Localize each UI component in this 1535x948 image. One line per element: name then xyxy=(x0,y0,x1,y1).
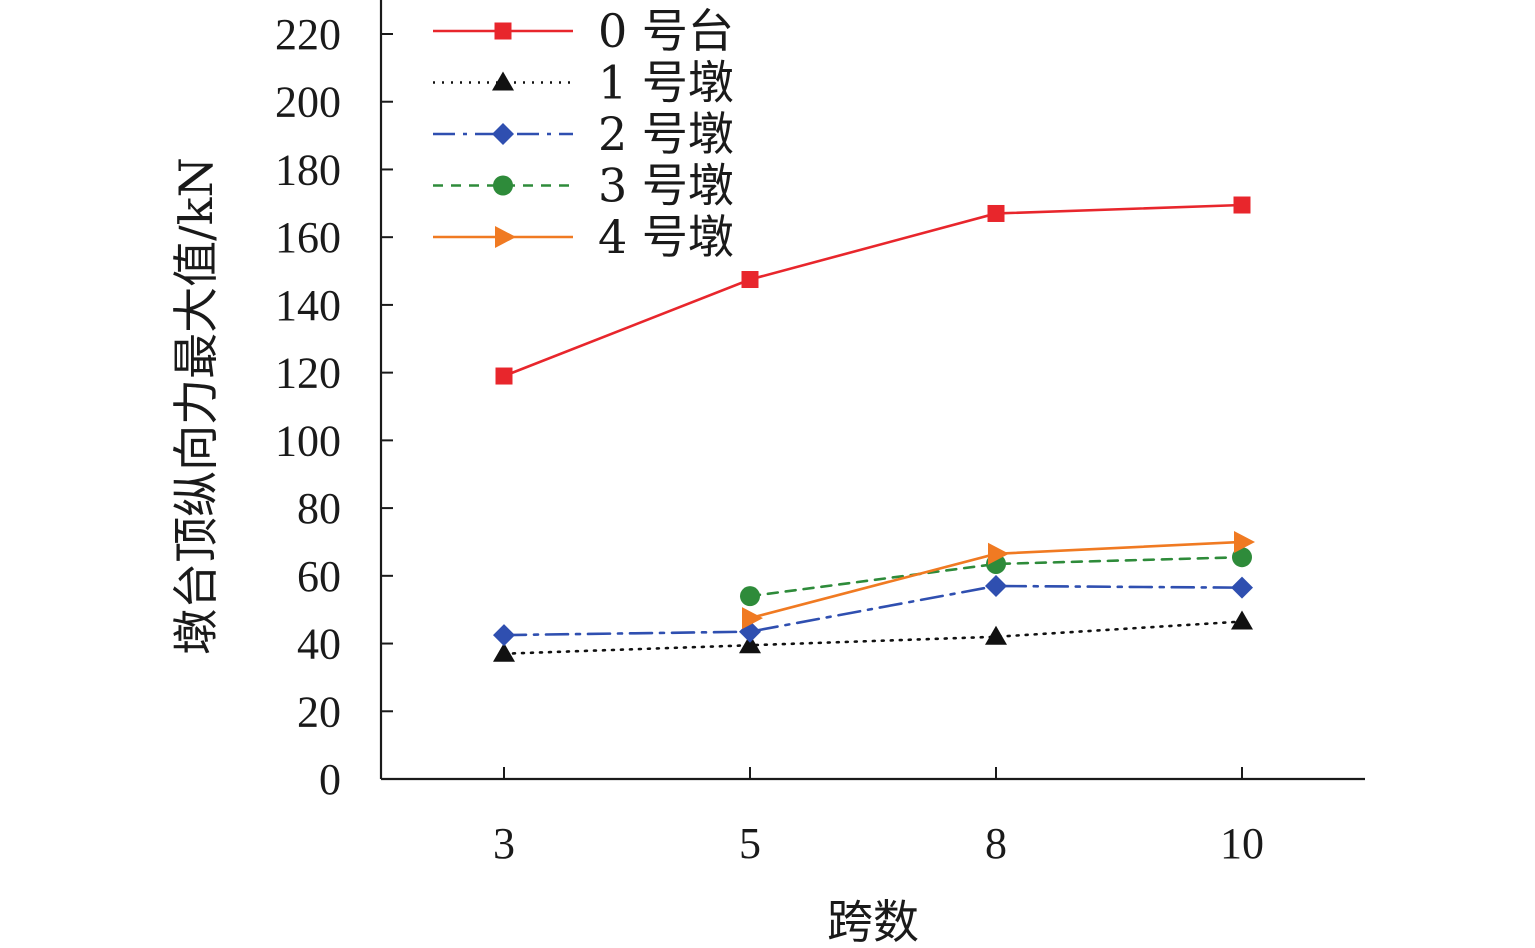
data-point xyxy=(493,624,515,647)
data-point xyxy=(987,204,1005,222)
series-layer xyxy=(493,196,1255,662)
legend-label: 2 号墩 xyxy=(598,107,734,161)
series-0 xyxy=(495,196,1251,385)
data-point xyxy=(493,175,513,196)
legend-item-3: 3 号墩 xyxy=(433,159,734,213)
series-4 xyxy=(742,530,1255,630)
y-tick-label: 140 xyxy=(275,281,341,330)
y-tick-label: 220 xyxy=(275,10,341,59)
y-tick-label: 180 xyxy=(275,145,341,194)
y-tick-label: 200 xyxy=(275,78,341,127)
legend-label: 4 号墩 xyxy=(598,210,734,264)
legend-item-4: 4 号墩 xyxy=(433,210,734,264)
data-point xyxy=(495,367,513,385)
y-tick-label: 0 xyxy=(319,755,341,804)
data-point xyxy=(492,123,514,145)
data-point xyxy=(494,22,512,40)
data-point xyxy=(740,586,760,607)
data-point xyxy=(1231,610,1253,630)
y-axis-title: 墩台顶纵向力最大值/kN xyxy=(169,157,223,655)
y-tick-label: 60 xyxy=(297,552,341,601)
data-point xyxy=(1231,576,1253,599)
series-1 xyxy=(493,610,1253,662)
data-point xyxy=(741,271,759,289)
legend: 0 号台1 号墩2 号墩3 号墩4 号墩 xyxy=(433,4,734,264)
data-point xyxy=(1234,530,1255,553)
x-tick-label: 10 xyxy=(1220,819,1264,868)
data-point xyxy=(1233,196,1251,214)
data-point xyxy=(742,607,763,630)
legend-item-2: 2 号墩 xyxy=(433,107,734,161)
legend-label: 3 号墩 xyxy=(598,159,734,213)
y-tick-label: 20 xyxy=(297,687,341,736)
y-tick-label: 100 xyxy=(275,416,341,465)
x-tick-label: 3 xyxy=(493,819,515,868)
data-point xyxy=(492,71,514,91)
legend-label: 1 号墩 xyxy=(598,56,734,110)
data-point xyxy=(985,625,1007,645)
y-tick-label: 40 xyxy=(297,620,341,669)
axes: 0 20 40 60 80 100 120 140 160 180 200 220 3 5 8 10 xyxy=(275,0,1365,868)
data-point xyxy=(739,634,761,654)
series-line xyxy=(502,203,1244,378)
data-point xyxy=(495,226,516,248)
legend-label: 0 号台 xyxy=(598,4,734,58)
legend-item-0: 0 号台 xyxy=(433,4,734,58)
data-point xyxy=(985,574,1007,597)
data-point xyxy=(1232,547,1252,568)
series-line xyxy=(502,584,1244,637)
data-point xyxy=(988,542,1009,565)
series-line xyxy=(748,555,1244,598)
data-point xyxy=(493,642,515,662)
legend-item-1: 1 号墩 xyxy=(433,56,734,110)
x-tick-label: 5 xyxy=(739,819,761,868)
series-line xyxy=(502,620,1244,656)
y-tick-label: 160 xyxy=(275,213,341,262)
y-tick-label: 80 xyxy=(297,484,341,533)
y-tick-label: 120 xyxy=(275,349,341,398)
x-tick-label: 8 xyxy=(985,819,1007,868)
x-axis-title: 跨数 xyxy=(827,895,919,948)
